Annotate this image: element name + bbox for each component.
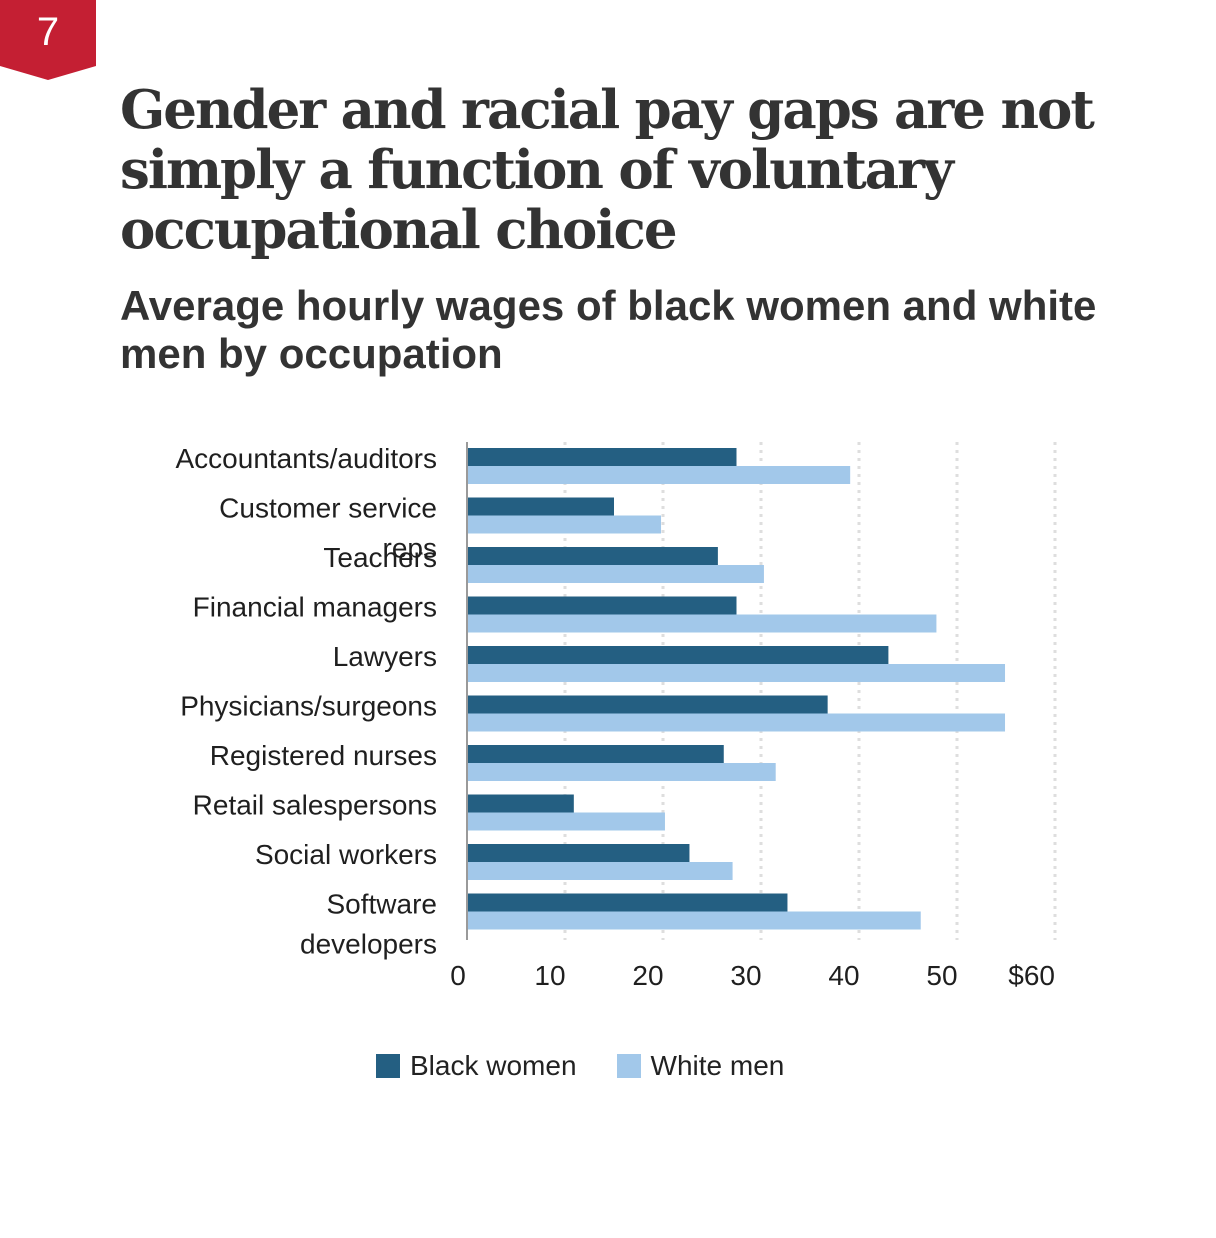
bar-white-men bbox=[467, 515, 662, 534]
category-label-line: developers bbox=[300, 929, 437, 960]
legend-item-white-men: White men bbox=[616, 1050, 785, 1082]
x-tick-label: $60 bbox=[1008, 960, 1055, 991]
legend-swatch-white-men bbox=[616, 1054, 641, 1078]
bar-black-women bbox=[467, 448, 737, 466]
category-label: Financial managers bbox=[193, 592, 437, 623]
category-label-line: reps bbox=[383, 533, 437, 564]
bar-white-men bbox=[467, 466, 851, 484]
bar-black-women bbox=[467, 893, 788, 912]
category-label-line: Retail salespersons bbox=[193, 790, 437, 821]
category-label-line: Teachers bbox=[323, 542, 437, 573]
legend: Black women White men bbox=[376, 1048, 824, 1084]
bar-white-men bbox=[467, 763, 776, 781]
x-tick-label: 40 bbox=[828, 960, 859, 991]
category-label-line: Lawyers bbox=[333, 641, 437, 672]
bar-black-women bbox=[467, 596, 737, 615]
category-label-line: Social workers bbox=[255, 839, 437, 870]
bar-white-men bbox=[467, 862, 733, 880]
category-label: Customer service reps bbox=[219, 493, 437, 564]
bar-white-men bbox=[467, 664, 1006, 682]
chart-subtitle: Average hourly wages of black women and … bbox=[120, 282, 1097, 377]
category-label: Registered nurses bbox=[210, 740, 437, 771]
x-tick-label: 0 bbox=[450, 960, 466, 991]
category-label: Teachers bbox=[323, 542, 437, 573]
chart-title: Gender and racial pay gaps are not simpl… bbox=[120, 79, 1095, 261]
category-label: Retail salespersons bbox=[193, 790, 437, 821]
bar-white-men bbox=[467, 812, 665, 831]
bar-white-men bbox=[467, 713, 1006, 732]
bar-black-women bbox=[467, 695, 828, 714]
x-tick-label: 20 bbox=[632, 960, 663, 991]
chart-number-badge: 7 bbox=[0, 0, 96, 80]
category-label: Physicians/surgeons bbox=[180, 691, 437, 722]
legend-label-white-men: White men bbox=[650, 1050, 785, 1081]
bar-white-men bbox=[467, 565, 764, 583]
x-tick-label: 50 bbox=[926, 960, 957, 991]
x-tick-label: 30 bbox=[730, 960, 761, 991]
category-label-line: Financial managers bbox=[193, 592, 437, 623]
badge-number: 7 bbox=[36, 10, 60, 54]
category-label-line: Customer service bbox=[219, 493, 437, 524]
legend-label-black-women: Black women bbox=[410, 1050, 577, 1081]
bar-black-women bbox=[467, 646, 889, 664]
category-label: Lawyers bbox=[333, 641, 437, 672]
category-label-line: Accountants/auditors bbox=[176, 443, 438, 474]
bar-white-men bbox=[467, 911, 921, 930]
bar-black-women bbox=[467, 794, 574, 813]
bar-black-women bbox=[467, 547, 718, 565]
x-tick-label: 10 bbox=[534, 960, 565, 991]
bar-black-women bbox=[467, 844, 690, 862]
bar-black-women bbox=[467, 497, 614, 516]
bar-white-men bbox=[467, 614, 937, 633]
category-label-line: Registered nurses bbox=[210, 740, 437, 771]
category-label: Social workers bbox=[255, 839, 437, 870]
legend-swatch-black-women bbox=[376, 1054, 400, 1078]
bar-black-women bbox=[467, 745, 724, 763]
legend-item-black-women: Black women bbox=[376, 1050, 577, 1082]
badge-shape bbox=[0, 0, 96, 80]
category-label: Accountants/auditors bbox=[176, 443, 438, 474]
category-label: Software developers bbox=[300, 889, 437, 960]
category-label-line: Software bbox=[327, 889, 438, 920]
category-label-line: Physicians/surgeons bbox=[180, 691, 437, 722]
